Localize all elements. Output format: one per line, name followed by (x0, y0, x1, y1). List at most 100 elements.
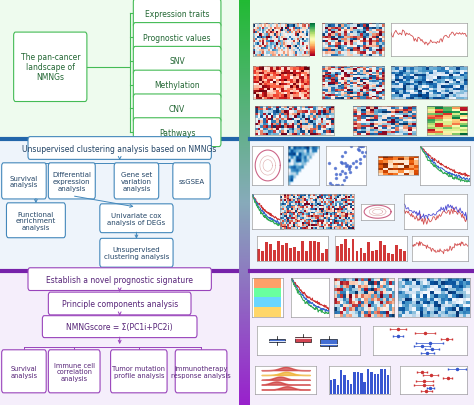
Bar (359, 248, 363, 262)
Bar (301, 242, 304, 262)
Text: Univariate cox
analysis of DEGs: Univariate cox analysis of DEGs (107, 212, 165, 225)
Text: SNV: SNV (169, 57, 185, 66)
FancyBboxPatch shape (110, 350, 167, 393)
Bar (374, 374, 376, 394)
Point (328, 182, 336, 189)
Text: ssGSEA: ssGSEA (178, 179, 205, 184)
Point (332, 182, 340, 189)
Point (325, 160, 333, 167)
Point (360, 144, 367, 150)
Point (334, 182, 341, 189)
Point (338, 153, 346, 160)
FancyBboxPatch shape (114, 163, 159, 199)
Text: Immune cell
correlation
analysis: Immune cell correlation analysis (54, 362, 95, 381)
Point (356, 161, 364, 167)
FancyBboxPatch shape (173, 163, 210, 199)
Bar (354, 373, 356, 394)
Text: Pathways: Pathways (159, 128, 195, 137)
Point (343, 163, 350, 169)
Text: Prognostic values: Prognostic values (143, 34, 211, 43)
Bar (344, 239, 346, 262)
Bar (269, 339, 285, 342)
Bar (293, 247, 296, 262)
Text: Principle components analysis: Principle components analysis (62, 299, 178, 308)
Bar (265, 242, 268, 262)
FancyBboxPatch shape (100, 239, 173, 268)
FancyBboxPatch shape (133, 118, 221, 147)
Point (355, 147, 363, 154)
FancyBboxPatch shape (28, 137, 211, 160)
Text: Survival
analysis: Survival analysis (10, 175, 38, 188)
Point (346, 164, 353, 170)
Bar (352, 240, 355, 262)
Bar (380, 369, 383, 394)
Point (361, 153, 368, 160)
Text: Methylation: Methylation (155, 81, 200, 90)
Bar (255, 288, 281, 298)
Text: The pan-cancer
landscape of
NMNGs: The pan-cancer landscape of NMNGs (20, 53, 80, 82)
Bar (255, 298, 281, 307)
Bar (285, 243, 288, 262)
Bar (295, 337, 311, 342)
FancyBboxPatch shape (175, 350, 227, 393)
FancyBboxPatch shape (42, 316, 197, 338)
FancyBboxPatch shape (100, 204, 173, 233)
FancyBboxPatch shape (28, 268, 211, 291)
Bar (357, 372, 359, 394)
Point (346, 169, 353, 176)
Point (338, 160, 346, 166)
FancyBboxPatch shape (133, 47, 221, 76)
Point (356, 156, 364, 163)
Bar (387, 254, 390, 262)
Bar (250, 140, 474, 271)
Bar (399, 249, 402, 262)
Point (341, 161, 349, 167)
Bar (257, 249, 260, 262)
Bar (340, 370, 342, 394)
Bar (325, 249, 328, 262)
FancyBboxPatch shape (48, 163, 95, 199)
Bar (250, 0, 474, 140)
Text: Unsupervised clustering analysis based on NMNGs: Unsupervised clustering analysis based o… (22, 144, 217, 153)
Bar (321, 254, 324, 262)
Bar (377, 374, 379, 394)
Bar (360, 373, 363, 394)
Bar (347, 248, 350, 262)
Bar (370, 372, 373, 394)
Text: CNV: CNV (169, 104, 185, 113)
Text: Unsupervised
clustering analysis: Unsupervised clustering analysis (104, 247, 169, 260)
Bar (387, 375, 389, 394)
Bar (333, 379, 336, 394)
Point (345, 164, 353, 171)
Bar (364, 382, 366, 394)
Point (333, 175, 340, 182)
Point (352, 158, 360, 165)
Bar (337, 385, 339, 394)
Bar (269, 245, 272, 262)
Bar (273, 251, 276, 262)
Bar (297, 251, 300, 262)
Bar (343, 375, 346, 394)
Bar (391, 254, 394, 262)
Bar (0, 271, 239, 405)
FancyBboxPatch shape (14, 33, 87, 102)
Point (355, 146, 362, 153)
FancyBboxPatch shape (133, 23, 221, 52)
Text: NMNGscore = Σ(PC1i+PC2i): NMNGscore = Σ(PC1i+PC2i) (66, 322, 173, 331)
Text: Survival
analysis: Survival analysis (10, 365, 37, 378)
Bar (350, 384, 353, 394)
FancyBboxPatch shape (133, 71, 221, 100)
Point (342, 163, 350, 169)
Point (342, 174, 350, 181)
FancyBboxPatch shape (48, 350, 100, 393)
Bar (330, 380, 332, 394)
FancyBboxPatch shape (7, 203, 65, 238)
Text: Gene set
variation
analysis: Gene set variation analysis (121, 172, 152, 191)
FancyBboxPatch shape (133, 95, 221, 124)
Point (331, 166, 339, 172)
Bar (0, 140, 239, 271)
Bar (403, 251, 406, 262)
FancyBboxPatch shape (48, 292, 191, 315)
Bar (367, 242, 370, 262)
Bar (313, 241, 316, 262)
